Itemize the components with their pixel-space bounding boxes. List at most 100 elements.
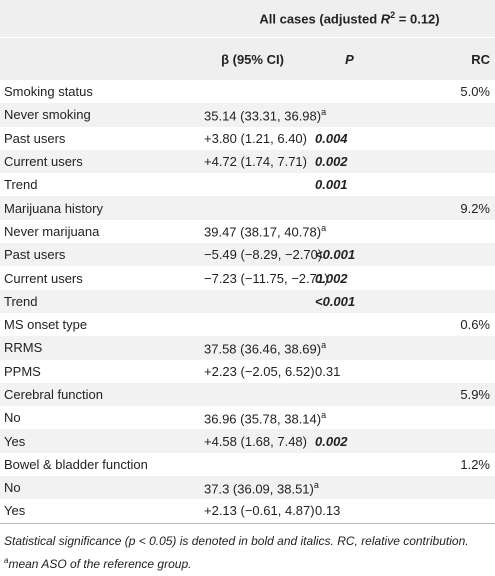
table-row: No 37.3 (36.09, 38.51)a <box>0 476 495 500</box>
beta-value: 37.58 (36.46, 38.69) <box>204 341 322 357</box>
beta-cell <box>204 196 301 219</box>
footnote-text: Statistical significance (p < 0.05) is d… <box>4 533 469 548</box>
row-label: Cerebral function <box>4 387 103 402</box>
p-value: <0.001 <box>315 293 356 309</box>
p-cell <box>301 80 398 103</box>
header-title: All cases (adjusted R2 = 0.12) <box>204 0 495 38</box>
row-label: Smoking status <box>4 84 93 100</box>
row-label: Current users <box>4 270 83 286</box>
rc-cell <box>398 429 495 452</box>
beta-cell: 39.47 (38.17, 40.78)a <box>204 220 326 243</box>
table-body: Smoking status 5.0% Never smoking 35.14 (33… <box>0 80 495 524</box>
table-row: Trend 0.001 <box>0 173 495 196</box>
row-label: PPMS <box>4 363 41 379</box>
note-marker: a <box>321 223 327 234</box>
rc-cell <box>398 360 495 383</box>
p-value: 0.004 <box>315 130 348 146</box>
p-value: 0.002 <box>315 433 348 449</box>
beta-value: +4.58 (1.68, 7.48) <box>204 433 307 449</box>
table-row: MS onset type 0.6% <box>0 313 495 336</box>
footnote: Statistical significance (p < 0.05) is d… <box>0 524 495 574</box>
table-row: No 36.96 (35.78, 38.14)a <box>0 406 495 429</box>
beta-cell: −5.49 (−8.29, −2.70) <box>204 243 322 266</box>
row-label: No <box>4 410 21 426</box>
header-row: All cases (adjusted R2 = 0.12) <box>0 0 495 38</box>
beta-cell <box>204 313 301 336</box>
rc-cell <box>398 290 495 313</box>
p-value: 0.31 <box>315 363 341 379</box>
rc-cell <box>398 476 495 499</box>
p-value: 0.002 <box>315 270 348 286</box>
table-row: Cerebral function 5.9% <box>0 382 495 407</box>
p-cell: 0.004 <box>301 127 398 150</box>
beta-cell: 36.96 (35.78, 38.14)a <box>204 406 326 429</box>
p-value: 0.001 <box>315 177 348 193</box>
rc-cell <box>398 150 495 173</box>
beta-cell <box>204 173 301 196</box>
rc-cell: 0.6% <box>460 317 490 333</box>
header-cell <box>0 0 204 38</box>
row-label: Marijuana history <box>4 200 103 216</box>
p-cell <box>301 196 398 219</box>
title-var: R <box>380 11 391 27</box>
title-text: = 0.12) <box>395 11 440 27</box>
note-marker: a <box>321 339 327 350</box>
beta-value: −7.23 (−11.75, −2.71) <box>204 270 329 286</box>
column-header: RC <box>398 37 495 80</box>
beta-cell: +2.23 (−2.05, 6.52) <box>204 360 315 383</box>
footnote-marker: a <box>4 555 9 565</box>
table-row: Past users −5.49 (−8.29, −2.70) <0.001 <box>0 243 495 267</box>
row-label: Trend <box>4 177 38 193</box>
rc-cell <box>398 103 495 126</box>
footnote-note: amean ASO of the reference group. <box>4 551 491 574</box>
row-label: Yes <box>0 499 204 524</box>
row-label: Current users <box>4 154 83 170</box>
table-row: Yes +4.58 (1.68, 7.48) 0.002 <box>0 429 495 453</box>
beta-cell: 37.58 (36.46, 38.69)a <box>204 336 326 359</box>
table-row: Current users +4.72 (1.74, 7.71) 0.002 <box>0 149 495 174</box>
beta-cell <box>204 453 301 476</box>
beta-value: 39.47 (38.17, 40.78) <box>204 224 322 240</box>
p-cell <box>301 313 398 336</box>
beta-value: 37.3 (36.09, 38.51) <box>204 480 314 496</box>
beta-cell: +3.80 (1.21, 6.40) <box>204 127 307 150</box>
rc-cell: 1.2% <box>460 456 490 472</box>
table: All cases (adjusted R2 = 0.12) β (95% CI… <box>0 0 495 524</box>
column-header: β (95% CI) <box>204 37 301 80</box>
table-row: RRMS 37.58 (36.46, 38.69)a <box>0 336 495 360</box>
p-cell: 0.13 <box>301 499 398 524</box>
beta-value: +3.80 (1.21, 6.40) <box>204 130 307 146</box>
header-row: β (95% CI) P RC <box>0 37 495 80</box>
row-label: Past users <box>4 247 66 263</box>
table-row: Yes +2.13 (−0.61, 4.87) 0.13 <box>0 499 495 524</box>
table-row: Never smoking 35.14 (33.31, 36.98)a <box>0 103 495 127</box>
table-row: Smoking status 5.0% <box>0 80 495 103</box>
beta-value: +4.72 (1.74, 7.71) <box>204 154 307 170</box>
row-label: Never smoking <box>4 107 91 123</box>
beta-cell <box>204 80 301 103</box>
p-cell: <0.001 <box>301 243 398 266</box>
rc-cell <box>398 173 495 196</box>
row-label: Bowel & bladder function <box>4 456 148 472</box>
note-marker: a <box>313 479 319 490</box>
p-cell: 0.002 <box>301 429 398 452</box>
row-label: Yes <box>4 433 26 449</box>
beta-cell <box>204 383 301 406</box>
beta-cell: 35.14 (33.31, 36.98)a <box>204 103 326 126</box>
column-header: P <box>301 37 398 80</box>
title-text: All cases (adjusted <box>259 11 381 27</box>
table-row: PPMS +2.23 (−2.05, 6.52) 0.31 <box>0 360 495 383</box>
row-label: RRMS <box>4 340 43 356</box>
row-label: Never marijuana <box>4 223 100 239</box>
p-cell: <0.001 <box>301 290 398 313</box>
p-cell: 0.002 <box>301 150 398 173</box>
table-row: Marijuana history 9.2% <box>0 196 495 220</box>
beta-cell: +4.58 (1.68, 7.48) <box>204 429 307 452</box>
rc-cell: 5.9% <box>460 387 490 402</box>
row-label: MS onset type <box>4 317 88 333</box>
table-row: Past users +3.80 (1.21, 6.40) 0.004 <box>0 127 495 150</box>
rc-cell <box>398 127 495 150</box>
table-row: Trend <0.001 <box>0 289 495 313</box>
rc-cell <box>398 499 495 524</box>
